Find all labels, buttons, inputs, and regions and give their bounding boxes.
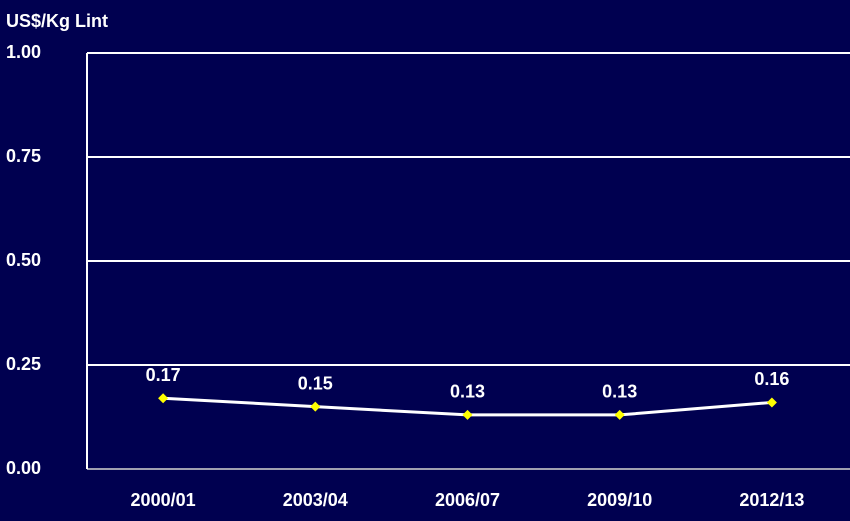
y-tick-label: 0.25	[6, 354, 41, 374]
y-axis-label: US$/Kg Lint	[6, 11, 108, 31]
x-tick-label: 2009/10	[587, 490, 652, 510]
data-label: 0.15	[298, 373, 333, 393]
y-tick-label: 0.50	[6, 250, 41, 270]
x-tick-label: 2003/04	[283, 490, 348, 510]
marker	[158, 393, 169, 404]
data-label: 0.13	[602, 382, 637, 402]
data-label: 0.17	[146, 365, 181, 385]
data-label: 0.16	[754, 369, 789, 389]
marker	[310, 401, 321, 412]
x-tick-label: 2006/07	[435, 490, 500, 510]
x-tick-label: 2012/13	[739, 490, 804, 510]
y-tick-label: 0.75	[6, 146, 41, 166]
data-label: 0.13	[450, 382, 485, 402]
y-tick-label: 0.00	[6, 458, 41, 478]
x-tick-label: 2000/01	[131, 490, 196, 510]
marker	[766, 397, 777, 408]
marker	[462, 409, 473, 420]
marker	[614, 409, 625, 420]
y-tick-label: 1.00	[6, 42, 41, 62]
